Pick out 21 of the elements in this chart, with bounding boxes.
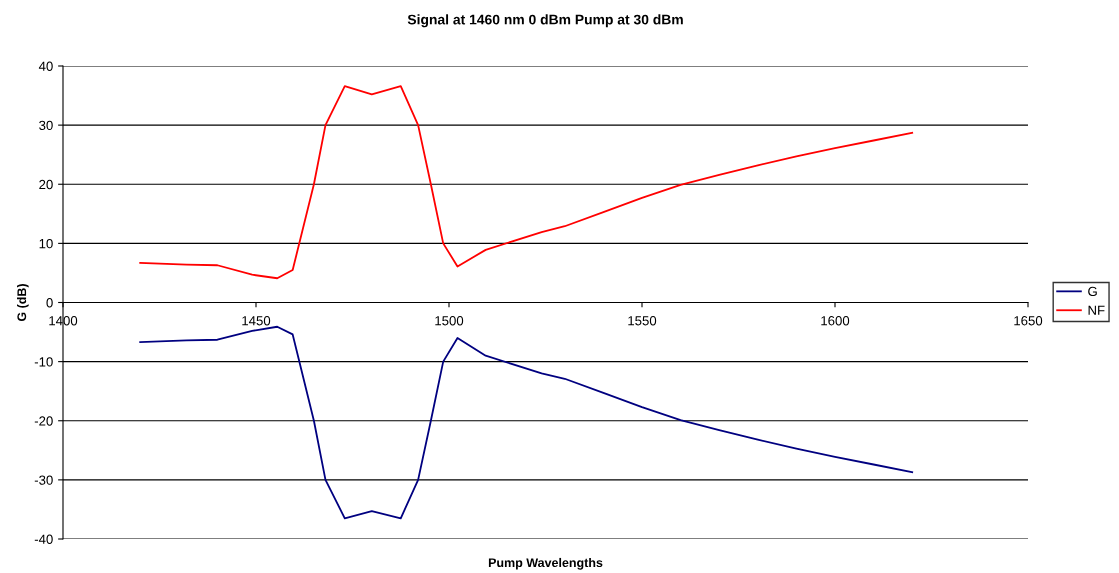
legend-label: NF [1088,305,1105,315]
y-tick-label: -30 [34,475,53,485]
y-tick-label: -10 [34,357,53,367]
y-tick-label: 20 [39,179,53,190]
line-series [139,325,914,520]
x-tick-label: 1600 [821,316,850,326]
x-tick-label: 1450 [242,316,271,326]
y-tick-label: -20 [34,416,53,426]
y-tick-label: -40 [34,534,53,544]
x-tick-label: 1550 [628,316,657,326]
chart-title: Signal at 1460 nm 0 dBm Pump at 30 dBm [407,14,683,28]
x-tick-label: 1500 [435,316,464,326]
x-axis-title: Pump Wavelengths [488,557,603,570]
y-tick-label: 10 [39,238,53,249]
x-tick-label: 1650 [1014,316,1043,326]
legend-label: G [1088,286,1097,297]
y-tick-label: 0 [46,298,53,308]
y-axis-title: G (dB) [17,284,29,322]
y-tick-label: 40 [38,61,53,71]
line-series [139,85,914,280]
y-tick-label: 30 [39,120,53,131]
